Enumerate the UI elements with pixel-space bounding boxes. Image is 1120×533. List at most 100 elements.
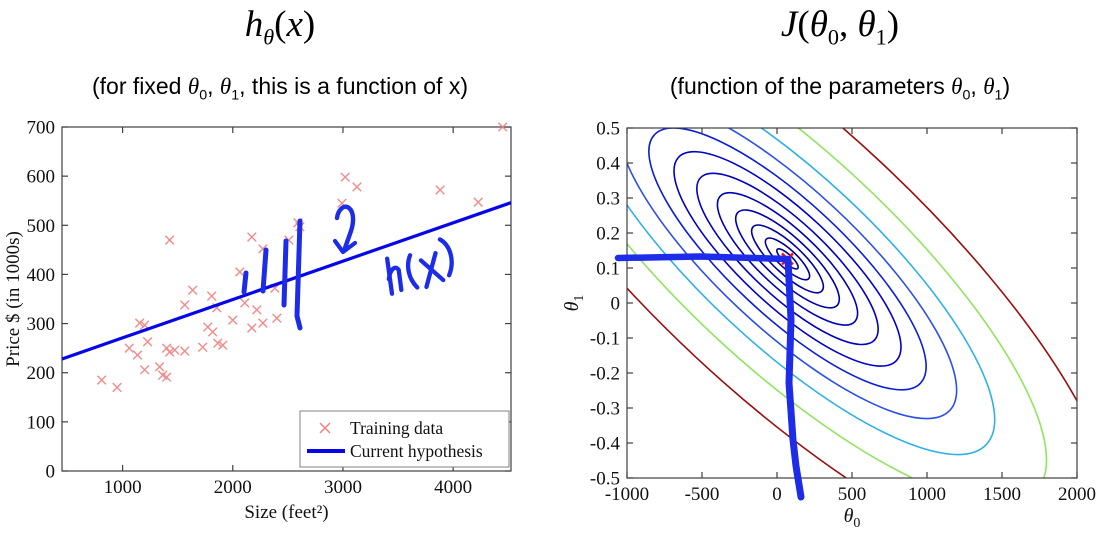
training-data-series [96, 122, 508, 393]
right-chart-title: J(θ0, θ1) [780, 4, 900, 50]
y-axis-label: θ1 [561, 295, 587, 312]
x-tick-label: 4000 [434, 477, 472, 498]
training-point [112, 382, 122, 393]
x-tick-label: -500 [685, 484, 720, 505]
y-tick-label: 400 [27, 265, 56, 286]
y-tick-label: -0.4 [590, 434, 621, 455]
y-tick-label: 0.3 [596, 189, 620, 210]
residual-ink-stroke [281, 238, 289, 308]
training-point [240, 298, 250, 308]
training-point [179, 300, 190, 310]
contour-ellipse [716, 191, 859, 326]
left-chart-header: hθ(x) (for fixed θ0, θ1, this is a funct… [0, 2, 560, 110]
ink-arrow [334, 204, 356, 251]
legend-box [299, 410, 510, 468]
training-point [235, 267, 245, 277]
right-chart-subtitle: (function of the parameters θ0, θ1) [669, 73, 1011, 104]
y-tick-label: 300 [27, 314, 56, 335]
training-point [124, 343, 135, 353]
training-point [142, 336, 153, 347]
training-point [179, 346, 190, 356]
y-tick-label: 0.5 [596, 119, 620, 140]
legend: Training data Current hypothesis [299, 410, 510, 468]
training-point [252, 305, 262, 315]
hx-ink-stroke [437, 237, 454, 278]
training-point [337, 198, 347, 208]
training-point [206, 291, 217, 301]
x-axis-label: Size (feet²) [244, 502, 328, 523]
x-tick-label: 2000 [1058, 484, 1096, 505]
training-point [154, 362, 165, 372]
ink-arrowhead [332, 238, 358, 255]
contour-ellipse [764, 237, 811, 281]
training-point [197, 342, 208, 352]
training-point [272, 313, 282, 323]
contours [627, 128, 1077, 478]
contour-ellipse [696, 172, 879, 346]
left-chart-subtitle: (for fixed θ0, θ1, this is a function of… [92, 73, 468, 104]
training-point [187, 285, 198, 295]
y-tick-label: 0 [611, 294, 621, 315]
contour-ellipse [627, 128, 996, 456]
training-point [207, 327, 218, 337]
training-point [132, 350, 143, 360]
plot-box [626, 127, 1078, 479]
contour-ellipse [627, 128, 1077, 478]
y-tick-label: 0.1 [596, 259, 620, 280]
y-tick-label: 500 [27, 216, 56, 237]
x-tick-label: 0 [772, 484, 782, 505]
x-tick-label: 500 [838, 484, 867, 505]
training-point [96, 375, 107, 385]
plot-box [61, 126, 512, 472]
training-point [157, 370, 168, 380]
contour-ellipse [627, 128, 1048, 478]
training-point [134, 318, 145, 328]
training-point [161, 372, 172, 382]
training-point [340, 172, 350, 182]
training-point [213, 338, 223, 349]
training-point [473, 197, 483, 207]
left-chart: 1000 2000 3000 4000 0 100 200 300 400 500 600 700 Si… [3, 118, 512, 523]
residual-ink-stroke [241, 270, 249, 295]
x-tick-label: 1500 [983, 484, 1021, 505]
y-tick-label: -0.1 [590, 329, 620, 350]
ink-horizontal-path [614, 253, 792, 263]
legend-label: Current hypothesis [350, 441, 483, 461]
x-axis-label: θ0 [844, 505, 861, 531]
legend-marker-x [319, 422, 331, 434]
training-point [497, 122, 508, 132]
residual-ink-stroke [260, 247, 269, 294]
training-point [227, 315, 238, 325]
training-point [169, 345, 180, 355]
training-point [164, 235, 175, 245]
contour-ellipse [648, 128, 927, 391]
y-tick-label: 100 [27, 412, 56, 433]
hx-label-ink [385, 237, 454, 296]
y-tick-label: 0 [46, 462, 56, 483]
training-point [352, 182, 362, 192]
y-tick-label: 0.4 [596, 154, 620, 175]
legend-label: Training data [350, 418, 443, 438]
left-chart-title: hθ(x) [244, 4, 316, 50]
hx-ink-stroke [386, 265, 404, 293]
y-tick-label: 700 [27, 118, 56, 139]
training-point [164, 347, 175, 357]
training-point [139, 320, 150, 330]
x-tick-label: 1000 [908, 484, 946, 505]
gradient-descent-ink [614, 253, 805, 501]
contour-ellipse [673, 150, 902, 367]
y-tick-label: 600 [27, 167, 56, 188]
y-tick-label: -0.3 [590, 399, 620, 420]
y-tick-label: -0.5 [590, 469, 620, 490]
y-tick-label: 200 [27, 363, 56, 384]
ink-vertical-path [784, 256, 805, 501]
contour-ellipse [750, 224, 825, 294]
training-point [435, 185, 445, 195]
hx-ink-stroke [406, 253, 420, 290]
contour-ellipse [627, 128, 958, 420]
training-point [247, 323, 257, 333]
y-tick-label: -0.2 [590, 364, 620, 385]
x-tick-label: -1000 [605, 484, 649, 505]
